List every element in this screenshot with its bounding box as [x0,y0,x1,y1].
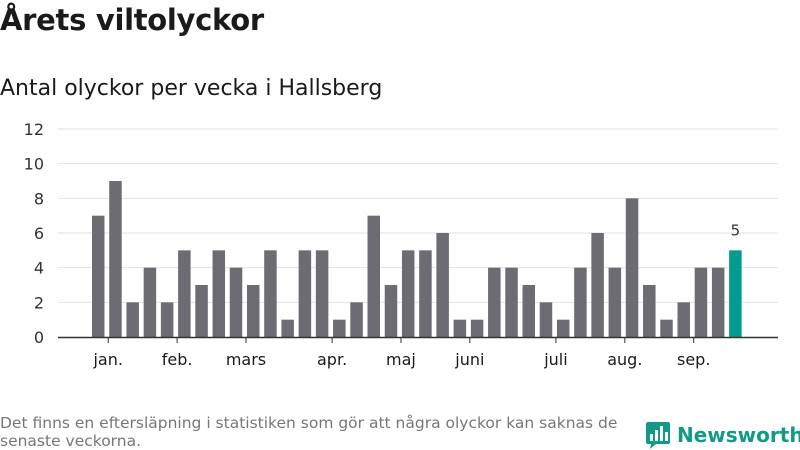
bar [315,250,329,337]
bar [608,267,622,337]
y-tick-label: 12 [24,120,44,139]
bar [367,215,381,337]
bar [574,267,587,337]
bar [591,233,604,337]
x-tick-label: jan. [92,350,122,369]
bar [660,319,673,337]
brand-logo: Newsworthy [645,420,800,450]
chart-subtitle: Antal olyckor per vecka i Hallsberg [0,76,383,101]
x-tick-label: sep. [677,350,710,369]
bar-highlight [729,250,742,337]
bar [694,267,708,337]
bar [505,267,518,337]
bar [333,319,346,337]
bar [212,250,226,337]
bar-chart: 0 2 4 6 8 10 12 5 jan. feb. mars apr. maj juni juli aug… [24,120,778,369]
y-tick-label: 10 [24,155,44,174]
bar [470,319,484,337]
bar [488,267,501,337]
x-tick-label: feb. [162,350,193,369]
bar [625,198,639,337]
y-tick-label: 8 [34,189,44,208]
bar [178,250,191,337]
x-tick-label: maj [386,350,416,369]
bar [384,285,398,337]
bar [643,285,656,337]
bar [401,250,415,337]
bar [350,302,363,337]
bar [109,181,122,337]
y-tick-label: 4 [34,259,44,278]
bar [453,319,467,337]
bar [229,267,243,337]
bar [298,250,312,337]
bar [126,302,139,337]
chart-title: Årets viltolyckor [0,3,264,37]
x-tick-label: apr. [317,350,347,369]
bar [711,267,725,337]
bar [419,250,432,337]
bar [539,302,553,337]
newsworthy-logo-icon [646,422,670,449]
brand-name: Newsworthy [677,423,800,447]
footnote: Det finns en eftersläpning i statistiken… [0,414,618,450]
x-tick-label: mars [226,350,266,369]
bar [522,285,535,337]
bar [195,285,208,337]
bar [556,319,570,337]
x-tick-label: juli [543,350,567,369]
bar [281,319,294,337]
x-tick-label: juni [454,350,484,369]
y-tick-label: 6 [34,224,44,243]
bar [246,285,260,337]
x-tick-label: aug. [607,350,642,369]
bar [264,250,277,337]
bar [160,302,174,337]
bar [92,215,105,337]
data-label: 5 [731,221,741,239]
bar [436,233,449,337]
bar [677,302,690,337]
y-tick-label: 2 [34,293,44,312]
bar [143,267,157,337]
y-tick-label: 0 [34,328,44,347]
